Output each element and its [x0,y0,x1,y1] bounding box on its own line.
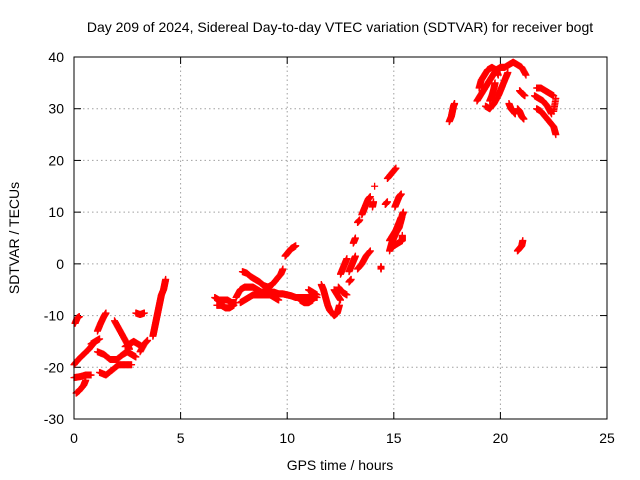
data-point [371,182,379,190]
data-point [451,100,459,108]
y-tick-label: 10 [48,204,64,220]
x-tick-label: 20 [493,430,509,446]
x-tick-label: 15 [386,430,402,446]
x-tick-label: 10 [279,430,295,446]
data-point [162,275,170,283]
data-point [491,79,499,87]
data-point [351,252,359,260]
data-point [128,361,136,369]
grid [74,57,607,419]
data-point [521,92,529,100]
data-point [366,193,374,201]
data-point [96,335,104,343]
data-point [309,296,317,304]
x-tick-label: 0 [70,430,78,446]
y-axis-label: SDTVAR / TECUs [6,182,22,294]
data-point [552,131,560,139]
data-point [144,336,152,344]
data-point [230,301,238,309]
data-points [70,58,560,397]
data-point [87,371,95,379]
data-point [383,198,391,206]
data-point [313,291,321,299]
x-tick-label: 5 [177,430,185,446]
data-point [343,255,351,263]
data-point [356,216,364,224]
x-tick-label: 25 [599,430,615,446]
y-tick-label: 40 [48,49,64,65]
data-point [335,301,343,309]
data-point [520,115,528,123]
data-point [397,190,405,198]
plot-frame [73,56,608,420]
data-point [82,376,90,384]
data-point [351,234,359,242]
data-point [75,313,83,321]
data-point [522,71,530,79]
data-point [397,213,405,221]
y-tick-label: -30 [44,411,64,427]
data-point [102,309,110,317]
data-point [370,198,378,206]
y-tick-label: 30 [48,101,64,117]
data-point [343,291,351,299]
data-point [292,242,300,250]
data-point [519,237,527,245]
data-point [552,94,560,102]
y-tick-label: -10 [44,308,64,324]
y-tick-label: 20 [48,152,64,168]
data-point [347,275,355,283]
data-point [392,164,400,172]
data-point [494,71,502,79]
x-axis-label: GPS time / hours [287,457,394,473]
data-point [504,69,512,77]
data-point [275,296,283,304]
data-point [377,262,385,270]
data-point [366,247,374,255]
data-point [140,309,148,317]
data-point [132,353,140,361]
y-tick-label: -20 [44,359,64,375]
chart-title: Day 209 of 2024, Sidereal Day-to-day VTE… [87,19,593,35]
data-point [399,208,407,216]
data-point [398,231,406,239]
axis-ticks: 0 5 10 15 20 25 -30 -20 -10 0 10 20 30 40 [44,49,615,446]
data-point [337,296,344,304]
data-point [279,265,287,273]
y-tick-label: 0 [56,256,64,272]
